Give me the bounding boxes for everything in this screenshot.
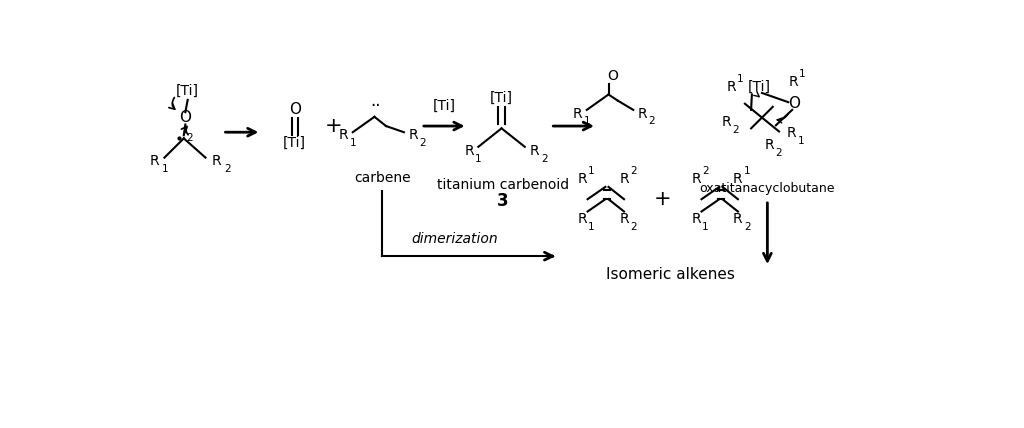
- Text: R: R: [530, 145, 540, 158]
- Text: O: O: [788, 96, 801, 111]
- Text: R: R: [620, 172, 629, 186]
- Text: 1: 1: [349, 138, 356, 148]
- Text: 1: 1: [162, 164, 169, 174]
- Text: 1: 1: [588, 222, 595, 232]
- Text: R: R: [572, 107, 583, 121]
- Text: +: +: [654, 189, 672, 209]
- Text: O: O: [179, 110, 191, 125]
- Text: R: R: [691, 172, 700, 186]
- Text: 1: 1: [588, 166, 595, 176]
- Text: R: R: [409, 128, 418, 142]
- Text: R: R: [339, 128, 348, 142]
- Text: 1: 1: [702, 222, 709, 232]
- Text: +: +: [325, 116, 342, 136]
- Text: 2: 2: [702, 166, 709, 176]
- Text: R: R: [786, 126, 797, 140]
- Text: R: R: [733, 172, 742, 186]
- Text: R: R: [722, 115, 731, 129]
- Text: 2: 2: [648, 116, 655, 126]
- Text: 1: 1: [798, 136, 804, 146]
- Text: oxatitanacyclobutane: oxatitanacyclobutane: [699, 182, 836, 195]
- Text: 2: 2: [419, 138, 426, 148]
- Text: [Ti]: [Ti]: [176, 83, 200, 98]
- Text: Isomeric alkenes: Isomeric alkenes: [606, 267, 735, 282]
- Text: 2: 2: [776, 148, 782, 158]
- Text: dimerization: dimerization: [412, 232, 499, 246]
- Text: R: R: [578, 172, 587, 186]
- Text: [Ti]: [Ti]: [748, 80, 770, 94]
- Text: O: O: [607, 69, 617, 83]
- Text: 1: 1: [475, 154, 481, 164]
- Text: R: R: [733, 212, 742, 226]
- Text: 2: 2: [541, 154, 548, 164]
- Text: 2: 2: [186, 134, 194, 143]
- Text: 2: 2: [743, 222, 751, 232]
- Text: [Ti]: [Ti]: [433, 99, 456, 113]
- Text: carbene: carbene: [354, 171, 411, 185]
- Text: R: R: [765, 138, 774, 152]
- Text: titanium carbenoid: titanium carbenoid: [437, 178, 569, 192]
- Text: ··: ··: [371, 97, 381, 115]
- Text: R: R: [638, 107, 647, 121]
- Text: R: R: [726, 80, 736, 94]
- Text: 3: 3: [498, 192, 509, 210]
- Text: 2: 2: [732, 125, 739, 135]
- Text: 2: 2: [224, 164, 230, 174]
- Text: O: O: [289, 101, 301, 116]
- Text: R: R: [788, 75, 798, 89]
- Text: R: R: [150, 155, 159, 169]
- Text: 1: 1: [743, 166, 751, 176]
- Text: 1: 1: [737, 74, 743, 84]
- Text: R: R: [578, 212, 587, 226]
- Text: [Ti]: [Ti]: [490, 91, 513, 104]
- Text: R: R: [212, 155, 221, 169]
- Text: [Ti]: [Ti]: [283, 136, 306, 150]
- Text: 2: 2: [630, 222, 637, 232]
- Text: 1: 1: [584, 116, 590, 126]
- Text: R: R: [691, 212, 700, 226]
- Text: 1: 1: [799, 69, 806, 80]
- Text: 2: 2: [630, 166, 637, 176]
- Text: R: R: [620, 212, 629, 226]
- Text: R: R: [464, 145, 474, 158]
